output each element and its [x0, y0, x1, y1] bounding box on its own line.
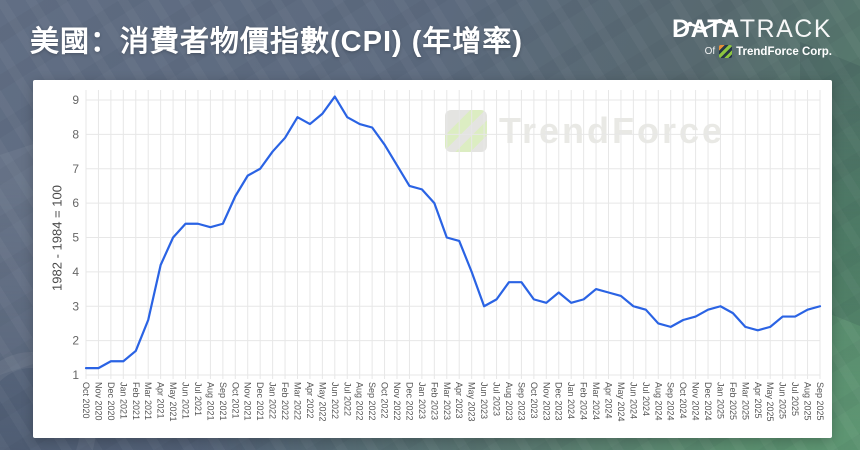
x-axis-tick-label: Nov 2023 — [541, 382, 551, 421]
x-axis-tick-label: Mar 2025 — [740, 382, 750, 420]
y-axis-tick-label: 4 — [72, 265, 79, 279]
x-axis-tick-label: Jul 2022 — [342, 382, 352, 416]
x-axis-tick-label: Sep 2025 — [815, 382, 825, 421]
x-axis-tick-label: Apr 2024 — [604, 382, 614, 419]
x-axis-tick-label: Feb 2025 — [728, 382, 738, 420]
x-axis-tick-label: Jun 2024 — [628, 382, 638, 419]
x-axis-tick-label: Mar 2024 — [591, 382, 601, 420]
x-axis-tick-label: Oct 2021 — [230, 382, 240, 419]
x-axis-tick-label: Dec 2020 — [106, 382, 116, 421]
x-axis-tick-label: Feb 2024 — [579, 382, 589, 420]
x-axis-tick-label: Aug 2022 — [355, 382, 365, 421]
x-axis-tick-label: Aug 2021 — [205, 382, 215, 421]
trendforce-icon — [719, 45, 733, 58]
x-axis-tick-label: May 2022 — [317, 382, 327, 422]
y-axis-tick-label: 5 — [72, 231, 79, 245]
x-axis-tick-label: Dec 2022 — [404, 382, 414, 421]
y-axis-title: 1982 - 1984 = 100 — [49, 185, 65, 291]
x-axis-tick-label: Nov 2021 — [243, 382, 253, 421]
datatrack-logo: DATATRACK Of TrendForce Corp. — [672, 16, 832, 58]
x-axis-tick-label: Jun 2022 — [330, 382, 340, 419]
x-axis-tick-label: Oct 2024 — [678, 382, 688, 419]
x-axis-tick-label: Jun 2025 — [778, 382, 788, 419]
x-axis-tick-label: Oct 2023 — [529, 382, 539, 419]
page-title: 美國：消費者物價指數(CPI) (年增率) — [30, 26, 524, 58]
y-axis-tick-label: 2 — [72, 334, 79, 348]
x-axis-tick-label: Feb 2023 — [429, 382, 439, 420]
y-axis-tick-label: 9 — [72, 93, 79, 107]
x-axis-tick-label: Apr 2022 — [305, 382, 315, 419]
x-axis-tick-label: Dec 2023 — [554, 382, 564, 421]
logo-brand-bold: DATA — [672, 15, 740, 43]
x-axis-tick-label: May 2021 — [168, 382, 178, 422]
x-axis-tick-label: Apr 2021 — [156, 382, 166, 419]
x-axis-tick-label: Apr 2023 — [454, 382, 464, 419]
x-axis-tick-label: Mar 2022 — [292, 382, 302, 420]
x-axis-tick-label: Mar 2021 — [143, 382, 153, 420]
y-axis-tick-label: 6 — [72, 196, 79, 210]
x-axis-tick-label: Jul 2024 — [641, 382, 651, 416]
y-axis-tick-label: 7 — [72, 162, 79, 176]
chart-card: TrendForce 1 2 3 4 5 6 7 8 9 Oct 2020 Nov 2020 Dec … — [33, 80, 832, 438]
x-axis-tick-label: Aug 2025 — [803, 382, 813, 421]
cpi-line-series — [84, 95, 822, 370]
y-axis-tick-label: 8 — [72, 127, 79, 141]
x-axis-tick-label: Nov 2020 — [93, 382, 103, 421]
x-axis-tick-label: Jan 2021 — [118, 382, 128, 419]
x-axis-tick-label: Oct 2022 — [380, 382, 390, 419]
x-axis-tick-label: Aug 2024 — [653, 382, 663, 421]
x-axis-tick-label: Jan 2024 — [566, 382, 576, 419]
x-axis-tick-label: Jul 2025 — [790, 382, 800, 416]
x-axis-tick-label: Aug 2023 — [504, 382, 514, 421]
x-axis-tick-label: Sep 2024 — [666, 382, 676, 421]
x-axis-tick-label: Nov 2022 — [392, 382, 402, 421]
x-axis-tick-label: Jul 2021 — [193, 382, 203, 416]
logo-subtitle: Of TrendForce Corp. — [672, 45, 832, 58]
x-axis-tick-label: Dec 2024 — [703, 382, 713, 421]
x-axis-tick-label: May 2025 — [765, 382, 775, 422]
logo-subtitle-prefix: Of — [704, 46, 716, 57]
logo-company-name: TrendForce Corp. — [736, 45, 832, 58]
x-axis-tick-label: Oct 2020 — [81, 382, 91, 419]
x-axis-tick-label: Feb 2022 — [280, 382, 290, 420]
x-axis-tick-label: Nov 2024 — [691, 382, 701, 421]
x-axis-tick-label: Sep 2022 — [367, 382, 377, 421]
y-axis-tick-label: 1 — [72, 368, 79, 382]
x-axis-tick-label: Jul 2023 — [492, 382, 502, 416]
x-axis-tick-label: Sep 2023 — [516, 382, 526, 421]
logo-brand-light: TRACK — [739, 15, 832, 43]
y-axis-tick-label: 3 — [72, 299, 79, 313]
x-axis-tick-label: Dec 2021 — [255, 382, 265, 421]
x-axis-tick-label: Jun 2021 — [181, 382, 191, 419]
x-axis-tick-label: May 2023 — [467, 382, 477, 422]
datatrack-wordmark: DATATRACK — [672, 16, 832, 42]
x-axis-tick-label: Mar 2023 — [442, 382, 452, 420]
x-axis-tick-label: Sep 2021 — [218, 382, 228, 421]
x-axis-tick-label: Feb 2021 — [131, 382, 141, 420]
x-axis-tick-label: Jun 2023 — [479, 382, 489, 419]
x-axis-tick-label: Apr 2025 — [753, 382, 763, 419]
x-axis-tick-label: Jan 2025 — [715, 382, 725, 419]
x-axis-tick-label: May 2024 — [616, 382, 626, 422]
x-axis-tick-label: Jan 2023 — [417, 382, 427, 419]
x-axis-tick-label: Jan 2022 — [268, 382, 278, 419]
